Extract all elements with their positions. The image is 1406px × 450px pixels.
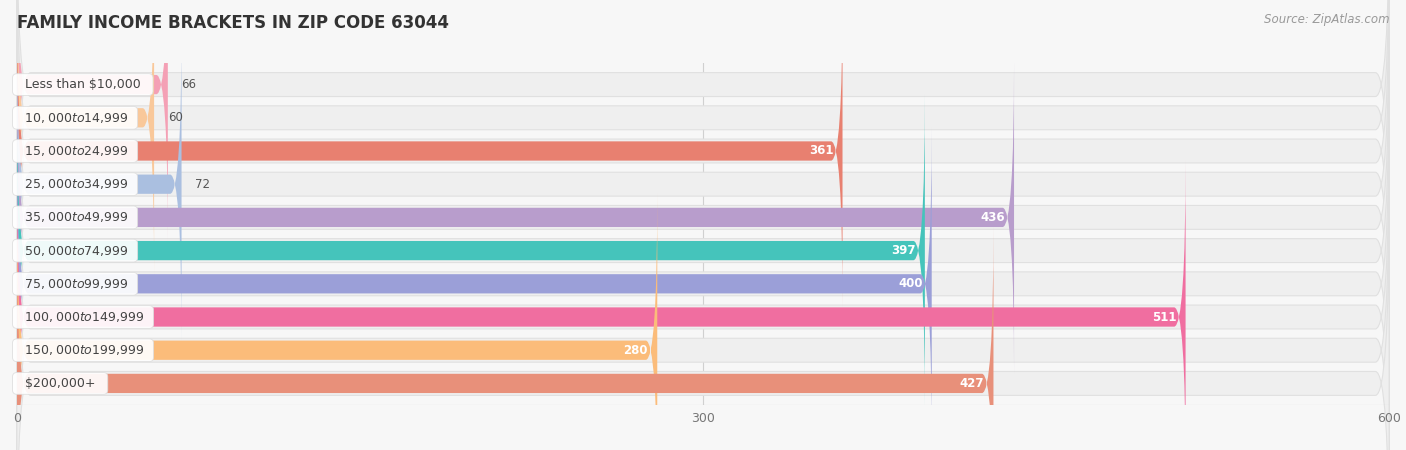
FancyBboxPatch shape <box>17 194 657 450</box>
FancyBboxPatch shape <box>17 0 1389 338</box>
Text: 280: 280 <box>624 344 648 357</box>
Text: FAMILY INCOME BRACKETS IN ZIP CODE 63044: FAMILY INCOME BRACKETS IN ZIP CODE 63044 <box>17 14 449 32</box>
FancyBboxPatch shape <box>17 97 1389 450</box>
Text: 66: 66 <box>181 78 197 91</box>
FancyBboxPatch shape <box>17 130 1389 450</box>
Text: 72: 72 <box>195 178 211 191</box>
FancyBboxPatch shape <box>17 28 181 341</box>
Text: 397: 397 <box>891 244 915 257</box>
Text: Source: ZipAtlas.com: Source: ZipAtlas.com <box>1264 14 1389 27</box>
FancyBboxPatch shape <box>17 63 1389 438</box>
Text: 511: 511 <box>1152 310 1177 324</box>
FancyBboxPatch shape <box>17 196 1389 450</box>
Text: $50,000 to $74,999: $50,000 to $74,999 <box>17 243 134 257</box>
Text: $150,000 to $199,999: $150,000 to $199,999 <box>17 343 149 357</box>
Text: 361: 361 <box>808 144 834 158</box>
Text: $10,000 to $14,999: $10,000 to $14,999 <box>17 111 134 125</box>
Text: 436: 436 <box>980 211 1005 224</box>
Text: 60: 60 <box>167 111 183 124</box>
FancyBboxPatch shape <box>17 61 1014 374</box>
Text: 400: 400 <box>898 277 922 290</box>
Text: $35,000 to $49,999: $35,000 to $49,999 <box>17 211 134 225</box>
Text: $75,000 to $99,999: $75,000 to $99,999 <box>17 277 134 291</box>
FancyBboxPatch shape <box>17 163 1389 450</box>
FancyBboxPatch shape <box>17 0 155 274</box>
FancyBboxPatch shape <box>17 0 1389 371</box>
Text: $100,000 to $149,999: $100,000 to $149,999 <box>17 310 149 324</box>
FancyBboxPatch shape <box>17 127 932 440</box>
Text: $25,000 to $34,999: $25,000 to $34,999 <box>17 177 134 191</box>
FancyBboxPatch shape <box>17 227 994 450</box>
FancyBboxPatch shape <box>17 30 1389 405</box>
Text: Less than $10,000: Less than $10,000 <box>17 78 149 91</box>
Text: 427: 427 <box>960 377 984 390</box>
FancyBboxPatch shape <box>17 0 1389 305</box>
Text: $15,000 to $24,999: $15,000 to $24,999 <box>17 144 134 158</box>
FancyBboxPatch shape <box>17 94 925 407</box>
FancyBboxPatch shape <box>17 0 1389 272</box>
FancyBboxPatch shape <box>17 0 842 307</box>
Text: $200,000+: $200,000+ <box>17 377 104 390</box>
FancyBboxPatch shape <box>17 161 1185 450</box>
FancyBboxPatch shape <box>17 0 167 241</box>
